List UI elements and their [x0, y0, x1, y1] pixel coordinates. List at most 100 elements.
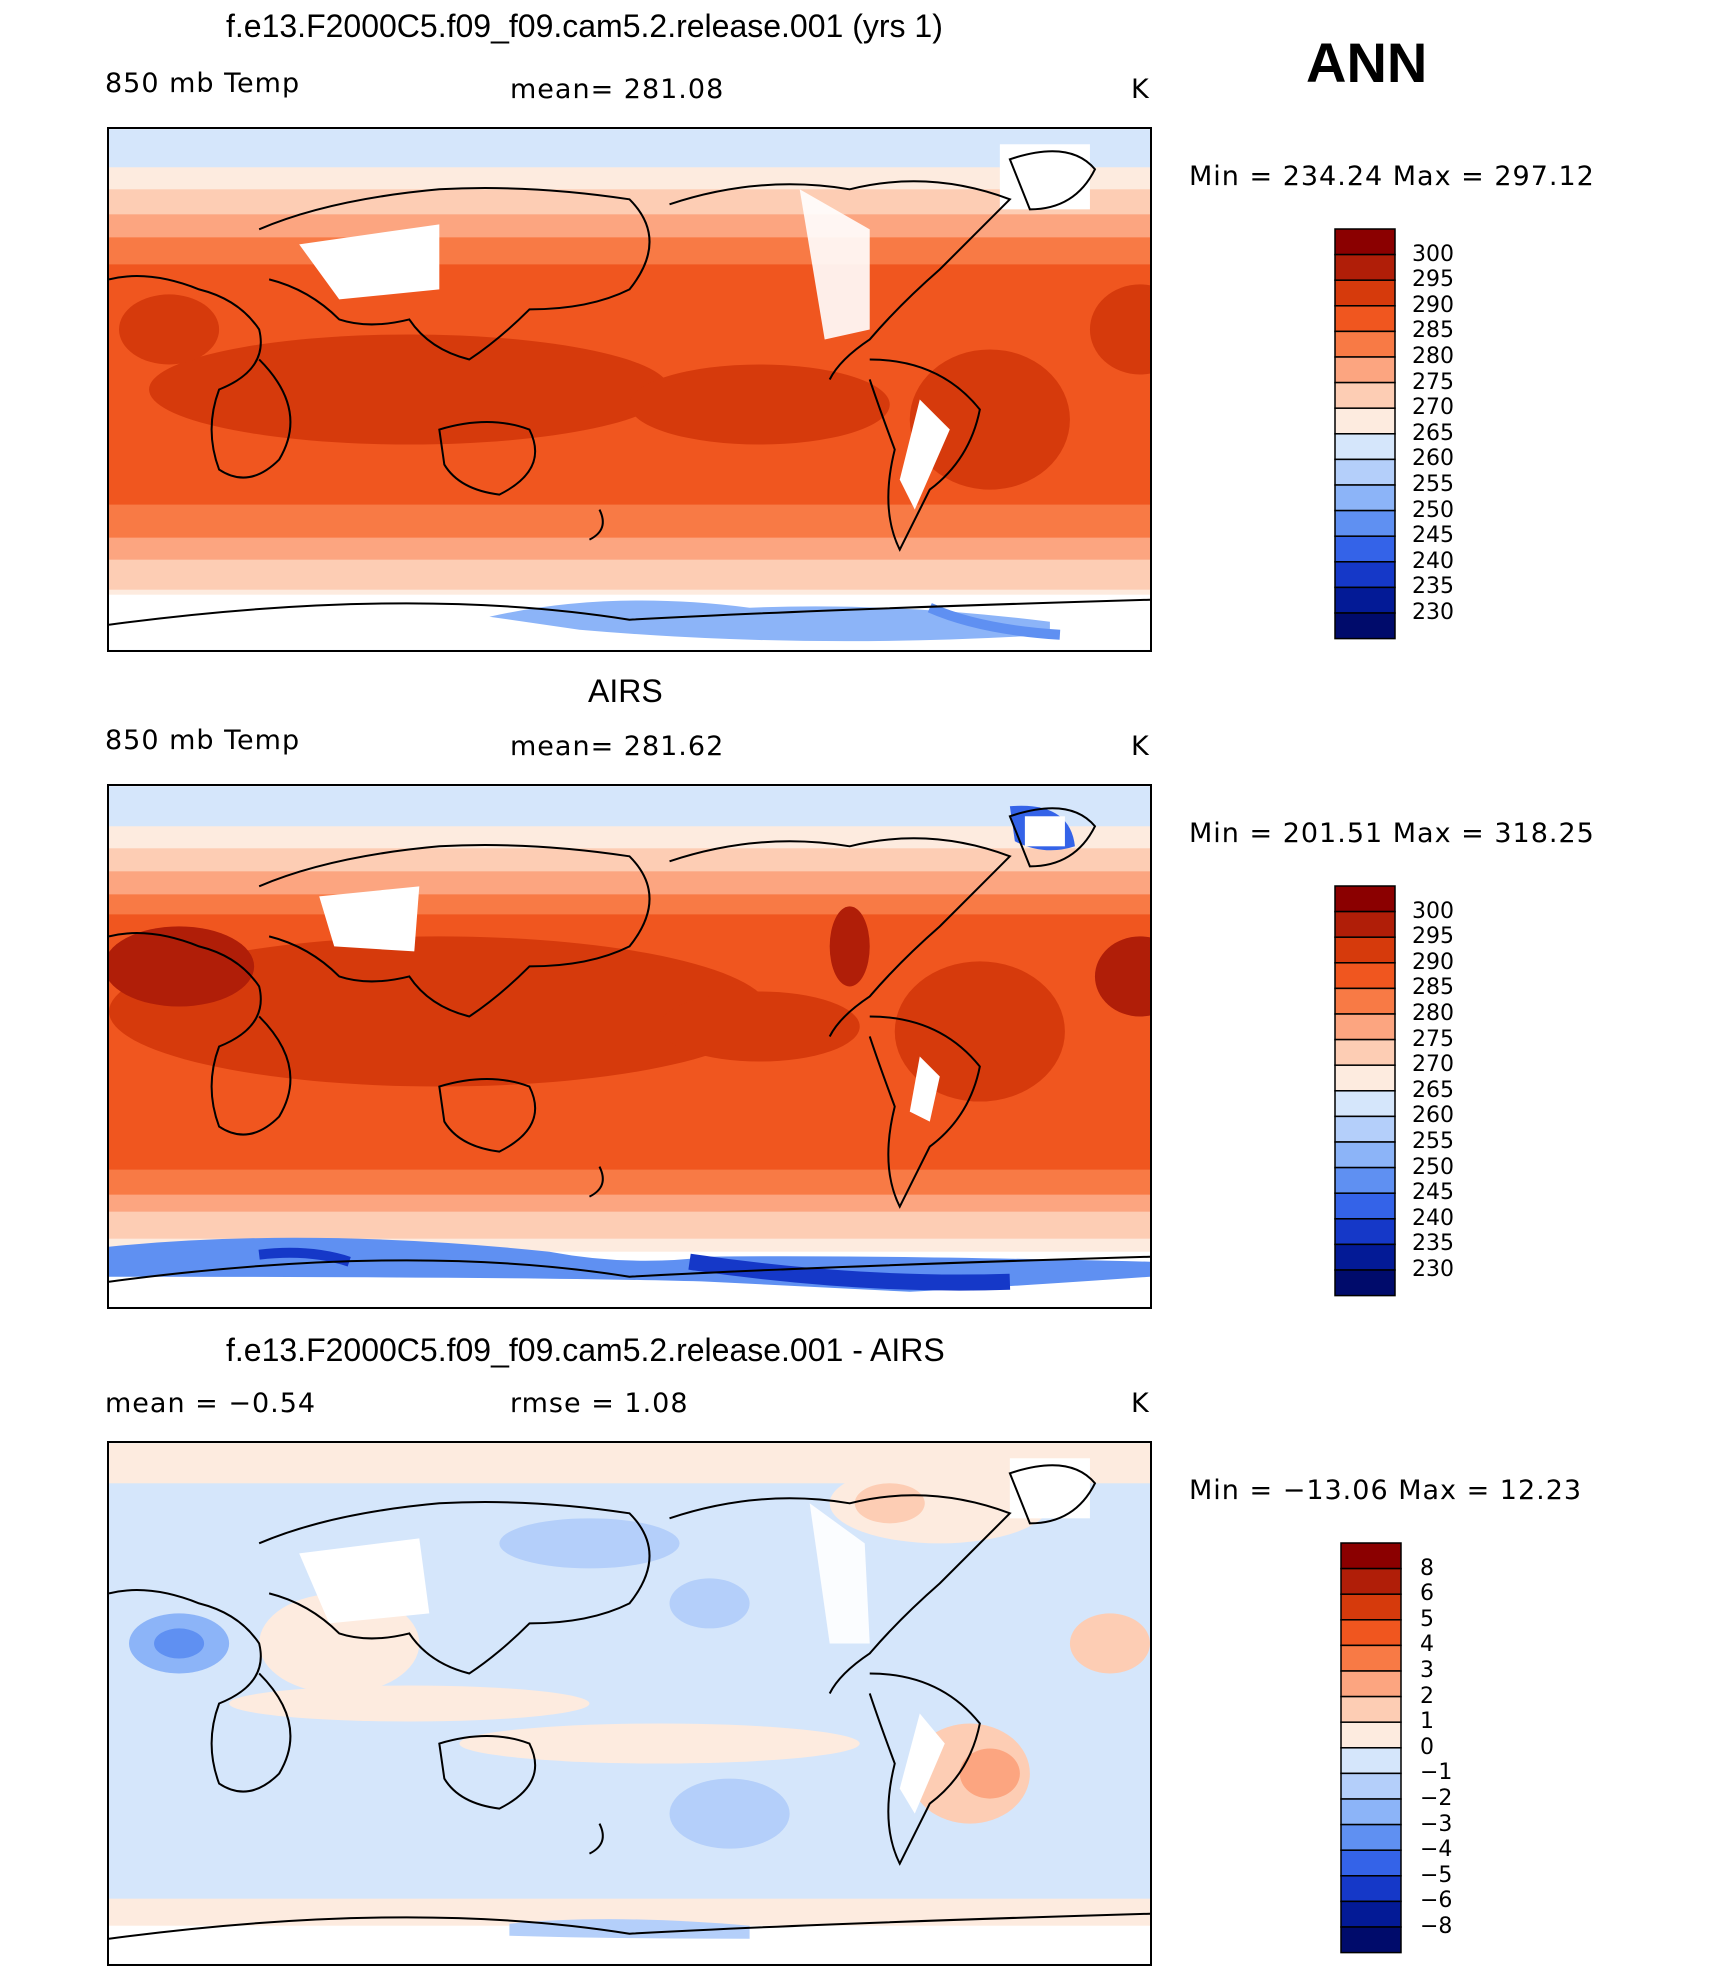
colorbar-box: [1334, 1218, 1396, 1246]
panel1-minmax: Min = 234.24 Max = 297.12: [1189, 161, 1595, 192]
colorbar-tick-label: 275: [1412, 1026, 1454, 1052]
colorbar-tick-label: 260: [1412, 446, 1454, 472]
colorbar-tick-label: 1: [1420, 1709, 1434, 1735]
panel3-minmax: Min = −13.06 Max = 12.23: [1189, 1475, 1583, 1506]
panel1-map-svg: [109, 129, 1150, 650]
colorbar-tick-label: 250: [1412, 1154, 1454, 1180]
colorbar-tick-label: 0: [1420, 1734, 1434, 1760]
colorbar-tick-label: 290: [1412, 292, 1454, 318]
season-label: ANN: [1306, 31, 1428, 94]
colorbar-tick-label: 245: [1412, 523, 1454, 549]
colorbar-box: [1340, 1619, 1402, 1647]
colorbar-tick-label: 300: [1412, 241, 1454, 267]
colorbar-tick-label: 245: [1412, 1180, 1454, 1206]
colorbar-box: [1334, 561, 1396, 589]
colorbar-box: [1334, 936, 1396, 964]
panel2-title: AIRS: [588, 673, 663, 709]
colorbar-box: [1340, 1747, 1402, 1775]
colorbar-box: [1340, 1900, 1402, 1928]
colorbar-tick-label: −5: [1420, 1862, 1453, 1888]
panel1-mean-label: mean= 281.08: [510, 74, 725, 105]
panel1-colorbar: [1334, 228, 1398, 647]
colorbar-box: [1340, 1798, 1402, 1826]
colorbar-box: [1334, 586, 1396, 614]
colorbar-box: [1334, 1166, 1396, 1194]
colorbar-box: [1334, 1269, 1396, 1297]
colorbar-tick-label: 265: [1412, 420, 1454, 446]
colorbar-box: [1334, 305, 1396, 333]
colorbar-tick-label: 235: [1412, 574, 1454, 600]
colorbar-box: [1334, 381, 1396, 409]
colorbar-tick-label: 285: [1412, 975, 1454, 1001]
colorbar-box: [1334, 1038, 1396, 1066]
panel3-mean-label: mean = −0.54: [105, 1388, 317, 1419]
panel1-variable-label: 850 mb Temp: [105, 68, 301, 99]
colorbar-tick-label: 240: [1412, 548, 1454, 574]
colorbar-box: [1340, 1670, 1402, 1698]
colorbar-box: [1334, 484, 1396, 512]
colorbar-tick-label: 295: [1412, 924, 1454, 950]
colorbar-tick-label: 5: [1420, 1606, 1434, 1632]
colorbar-box: [1334, 279, 1396, 307]
colorbar-tick-label: 290: [1412, 949, 1454, 975]
colorbar-tick-label: 255: [1412, 1129, 1454, 1154]
colorbar-box: [1340, 1593, 1402, 1621]
colorbar-tick-label: 230: [1412, 600, 1454, 625]
colorbar-box: [1340, 1926, 1402, 1954]
colorbar-tick-label: 255: [1412, 472, 1454, 497]
panel1-colorbar-boxes: [1334, 228, 1396, 640]
colorbar-box: [1334, 253, 1396, 281]
colorbar-tick-label: 280: [1412, 1001, 1454, 1026]
panel3-title: f.e13.F2000C5.f09_f09.cam5.2.release.001…: [226, 1332, 945, 1368]
colorbar-tick-label: 3: [1420, 1658, 1434, 1683]
panel1-title: f.e13.F2000C5.f09_f09.cam5.2.release.001…: [226, 8, 943, 44]
colorbar-box: [1334, 1141, 1396, 1169]
panel3-colorbar-boxes: [1340, 1542, 1402, 1954]
colorbar-tick-label: 275: [1412, 369, 1454, 395]
colorbar-box: [1334, 1090, 1396, 1118]
colorbar-tick-label: 250: [1412, 497, 1454, 523]
colorbar-box: [1340, 1567, 1402, 1595]
colorbar-box: [1334, 509, 1396, 537]
panel3-colorbar: [1340, 1542, 1404, 1961]
panel2-colorbar-boxes: [1334, 885, 1396, 1297]
colorbar-tick-label: −6: [1420, 1888, 1453, 1914]
colorbar-box: [1340, 1875, 1402, 1903]
panel2-map-svg: [109, 786, 1150, 1307]
colorbar-box: [1334, 987, 1396, 1015]
colorbar-box: [1334, 962, 1396, 990]
panel3-map-svg: [109, 1443, 1150, 1964]
colorbar-tick-label: 300: [1412, 898, 1454, 924]
colorbar-box: [1340, 1849, 1402, 1877]
colorbar-box: [1340, 1644, 1402, 1672]
colorbar-tick-label: 6: [1420, 1581, 1434, 1607]
colorbar-tick-label: −4: [1420, 1837, 1453, 1863]
colorbar-box: [1340, 1772, 1402, 1800]
panel1-colorbar-svg: [1334, 228, 1396, 640]
panel2-map: [107, 784, 1152, 1309]
colorbar-box: [1334, 228, 1396, 256]
colorbar-tick-label: 240: [1412, 1205, 1454, 1231]
colorbar-tick-label: −8: [1420, 1914, 1453, 1939]
panel2-variable-label: 850 mb Temp: [105, 725, 301, 756]
panel1-map: [107, 127, 1152, 652]
colorbar-box: [1334, 433, 1396, 461]
colorbar-tick-label: 230: [1412, 1257, 1454, 1282]
colorbar-tick-label: 260: [1412, 1103, 1454, 1129]
colorbar-box: [1334, 1192, 1396, 1220]
colorbar-tick-label: 280: [1412, 344, 1454, 369]
colorbar-box: [1334, 356, 1396, 384]
panel2-mean-label: mean= 281.62: [510, 731, 725, 762]
colorbar-tick-label: 285: [1412, 318, 1454, 344]
colorbar-box: [1340, 1721, 1402, 1749]
colorbar-tick-label: 270: [1412, 1052, 1454, 1078]
colorbar-box: [1334, 535, 1396, 563]
colorbar-box: [1340, 1542, 1402, 1570]
panel3-map: [107, 1441, 1152, 1966]
colorbar-box: [1334, 612, 1396, 640]
panel1-units-label: K: [1131, 74, 1150, 105]
colorbar-box: [1334, 910, 1396, 938]
colorbar-tick-label: 8: [1420, 1555, 1434, 1581]
colorbar-tick-label: 295: [1412, 267, 1454, 293]
colorbar-tick-label: 270: [1412, 395, 1454, 421]
